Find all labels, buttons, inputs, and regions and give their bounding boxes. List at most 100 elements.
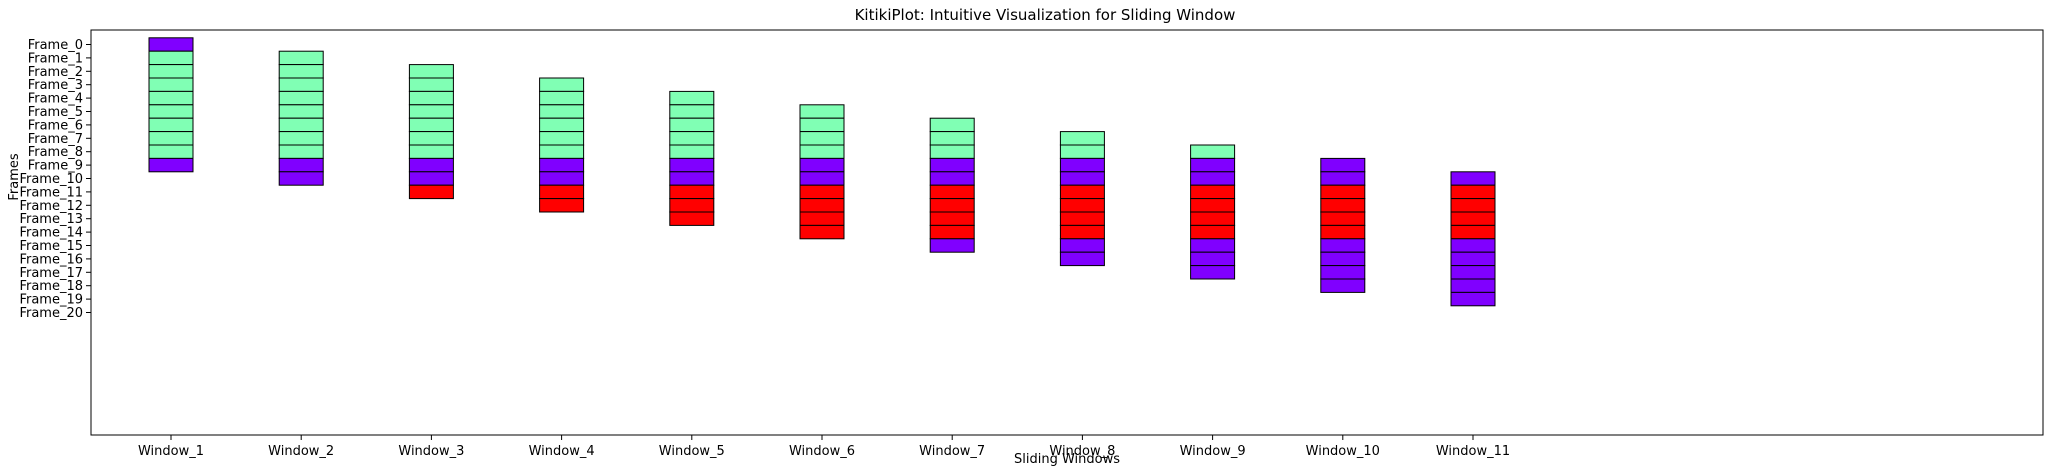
window-cell [1450, 171, 1496, 186]
window-cell [1450, 278, 1496, 293]
window-cell [1190, 184, 1236, 200]
y-axis-label: Frames [7, 153, 22, 201]
window-cell [148, 131, 194, 146]
window-cell [799, 104, 845, 119]
window-cell [669, 184, 715, 200]
window-cell [929, 171, 975, 186]
y-tick-label: Frame_18 [19, 279, 83, 294]
window-cell [408, 104, 454, 119]
window-cell [669, 90, 715, 106]
window-cell [929, 224, 975, 240]
window-cell [1059, 144, 1105, 159]
window-cell [278, 104, 324, 119]
window-cell [539, 90, 585, 106]
window-cell [408, 90, 454, 106]
window-cell [408, 157, 454, 173]
y-tick-label: Frame_11 [19, 185, 83, 200]
window-cell [799, 211, 845, 226]
window-cell [1059, 251, 1105, 267]
window-cell [148, 117, 194, 133]
window-cell [1190, 144, 1236, 159]
window-cell [1450, 198, 1496, 213]
window-cell [929, 211, 975, 226]
x-tick-label: Window_11 [1436, 444, 1510, 459]
window-cell [1190, 238, 1236, 253]
window-cell [1059, 184, 1105, 200]
y-axis: Frame_0Frame_1Frame_2Frame_3Frame_4Frame… [19, 38, 91, 321]
window-cell [1320, 251, 1366, 267]
window-cell [278, 90, 324, 106]
window-cell [929, 117, 975, 133]
window-cell [1190, 224, 1236, 240]
window-cell [408, 64, 454, 79]
window-cell [408, 144, 454, 159]
window-cell [148, 144, 194, 159]
window-cell [278, 144, 324, 159]
window-cell [1059, 211, 1105, 226]
window-cell [1450, 265, 1496, 280]
y-tick-label: Frame_19 [19, 293, 83, 308]
window-cell [408, 131, 454, 146]
y-tick-label: Frame_17 [19, 266, 83, 281]
x-tick-label: Window_4 [529, 444, 595, 459]
window-cell [1059, 171, 1105, 186]
x-tick-label: Window_1 [138, 444, 204, 459]
y-tick-label: Frame_6 [28, 118, 83, 133]
window-cell [1059, 198, 1105, 213]
y-tick-label: Frame_10 [19, 172, 83, 187]
y-tick-label: Frame_20 [19, 306, 83, 321]
window-cell [1190, 265, 1236, 280]
window-cell [1190, 157, 1236, 173]
window-cell [148, 104, 194, 119]
window-cell [148, 37, 194, 52]
window-cell [148, 64, 194, 79]
window-cell [929, 144, 975, 159]
window-cell [799, 184, 845, 200]
window-cell [1450, 184, 1496, 200]
x-tick-label: Window_10 [1306, 444, 1380, 459]
x-tick-label: Window_5 [659, 444, 725, 459]
y-tick-label: Frame_13 [19, 212, 83, 227]
window-cell [929, 198, 975, 213]
x-tick-label: Window_7 [919, 444, 985, 459]
window-cell [929, 131, 975, 146]
window-cell [408, 117, 454, 133]
window-cell [1190, 211, 1236, 226]
window-cell [539, 104, 585, 119]
window-cell [539, 184, 585, 200]
window-cell [1450, 291, 1496, 307]
window-cell [1059, 131, 1105, 146]
window-cell [669, 198, 715, 213]
x-axis-label: Sliding Windows [1014, 452, 1120, 467]
window-cell [669, 171, 715, 186]
window-cell [799, 131, 845, 146]
window-cell [408, 171, 454, 186]
window-cell [669, 104, 715, 119]
window-cell [408, 184, 454, 200]
window-cell [1320, 198, 1366, 213]
x-tick-label: Window_8 [1049, 444, 1115, 459]
window-cell [539, 171, 585, 186]
window-cell [1190, 251, 1236, 267]
x-tick-label: Window_9 [1180, 444, 1246, 459]
y-tick-label: Frame_5 [28, 105, 83, 120]
window-cell [148, 90, 194, 106]
window-cell [539, 77, 585, 92]
y-tick-label: Frame_0 [28, 38, 83, 53]
window-cell [278, 131, 324, 146]
x-tick-label: Window_3 [398, 444, 464, 459]
window-cell [278, 171, 324, 186]
y-tick-label: Frame_7 [28, 132, 83, 147]
window-cell [799, 144, 845, 159]
window-cell [278, 50, 324, 66]
window-cell [1450, 251, 1496, 267]
y-tick-label: Frame_8 [28, 145, 83, 160]
window-cell [929, 157, 975, 173]
window-cell [539, 157, 585, 173]
window-cell [1320, 211, 1366, 226]
y-tick-label: Frame_9 [28, 159, 83, 174]
window-cell [408, 77, 454, 92]
window-cell [1320, 265, 1366, 280]
window-cell [669, 157, 715, 173]
